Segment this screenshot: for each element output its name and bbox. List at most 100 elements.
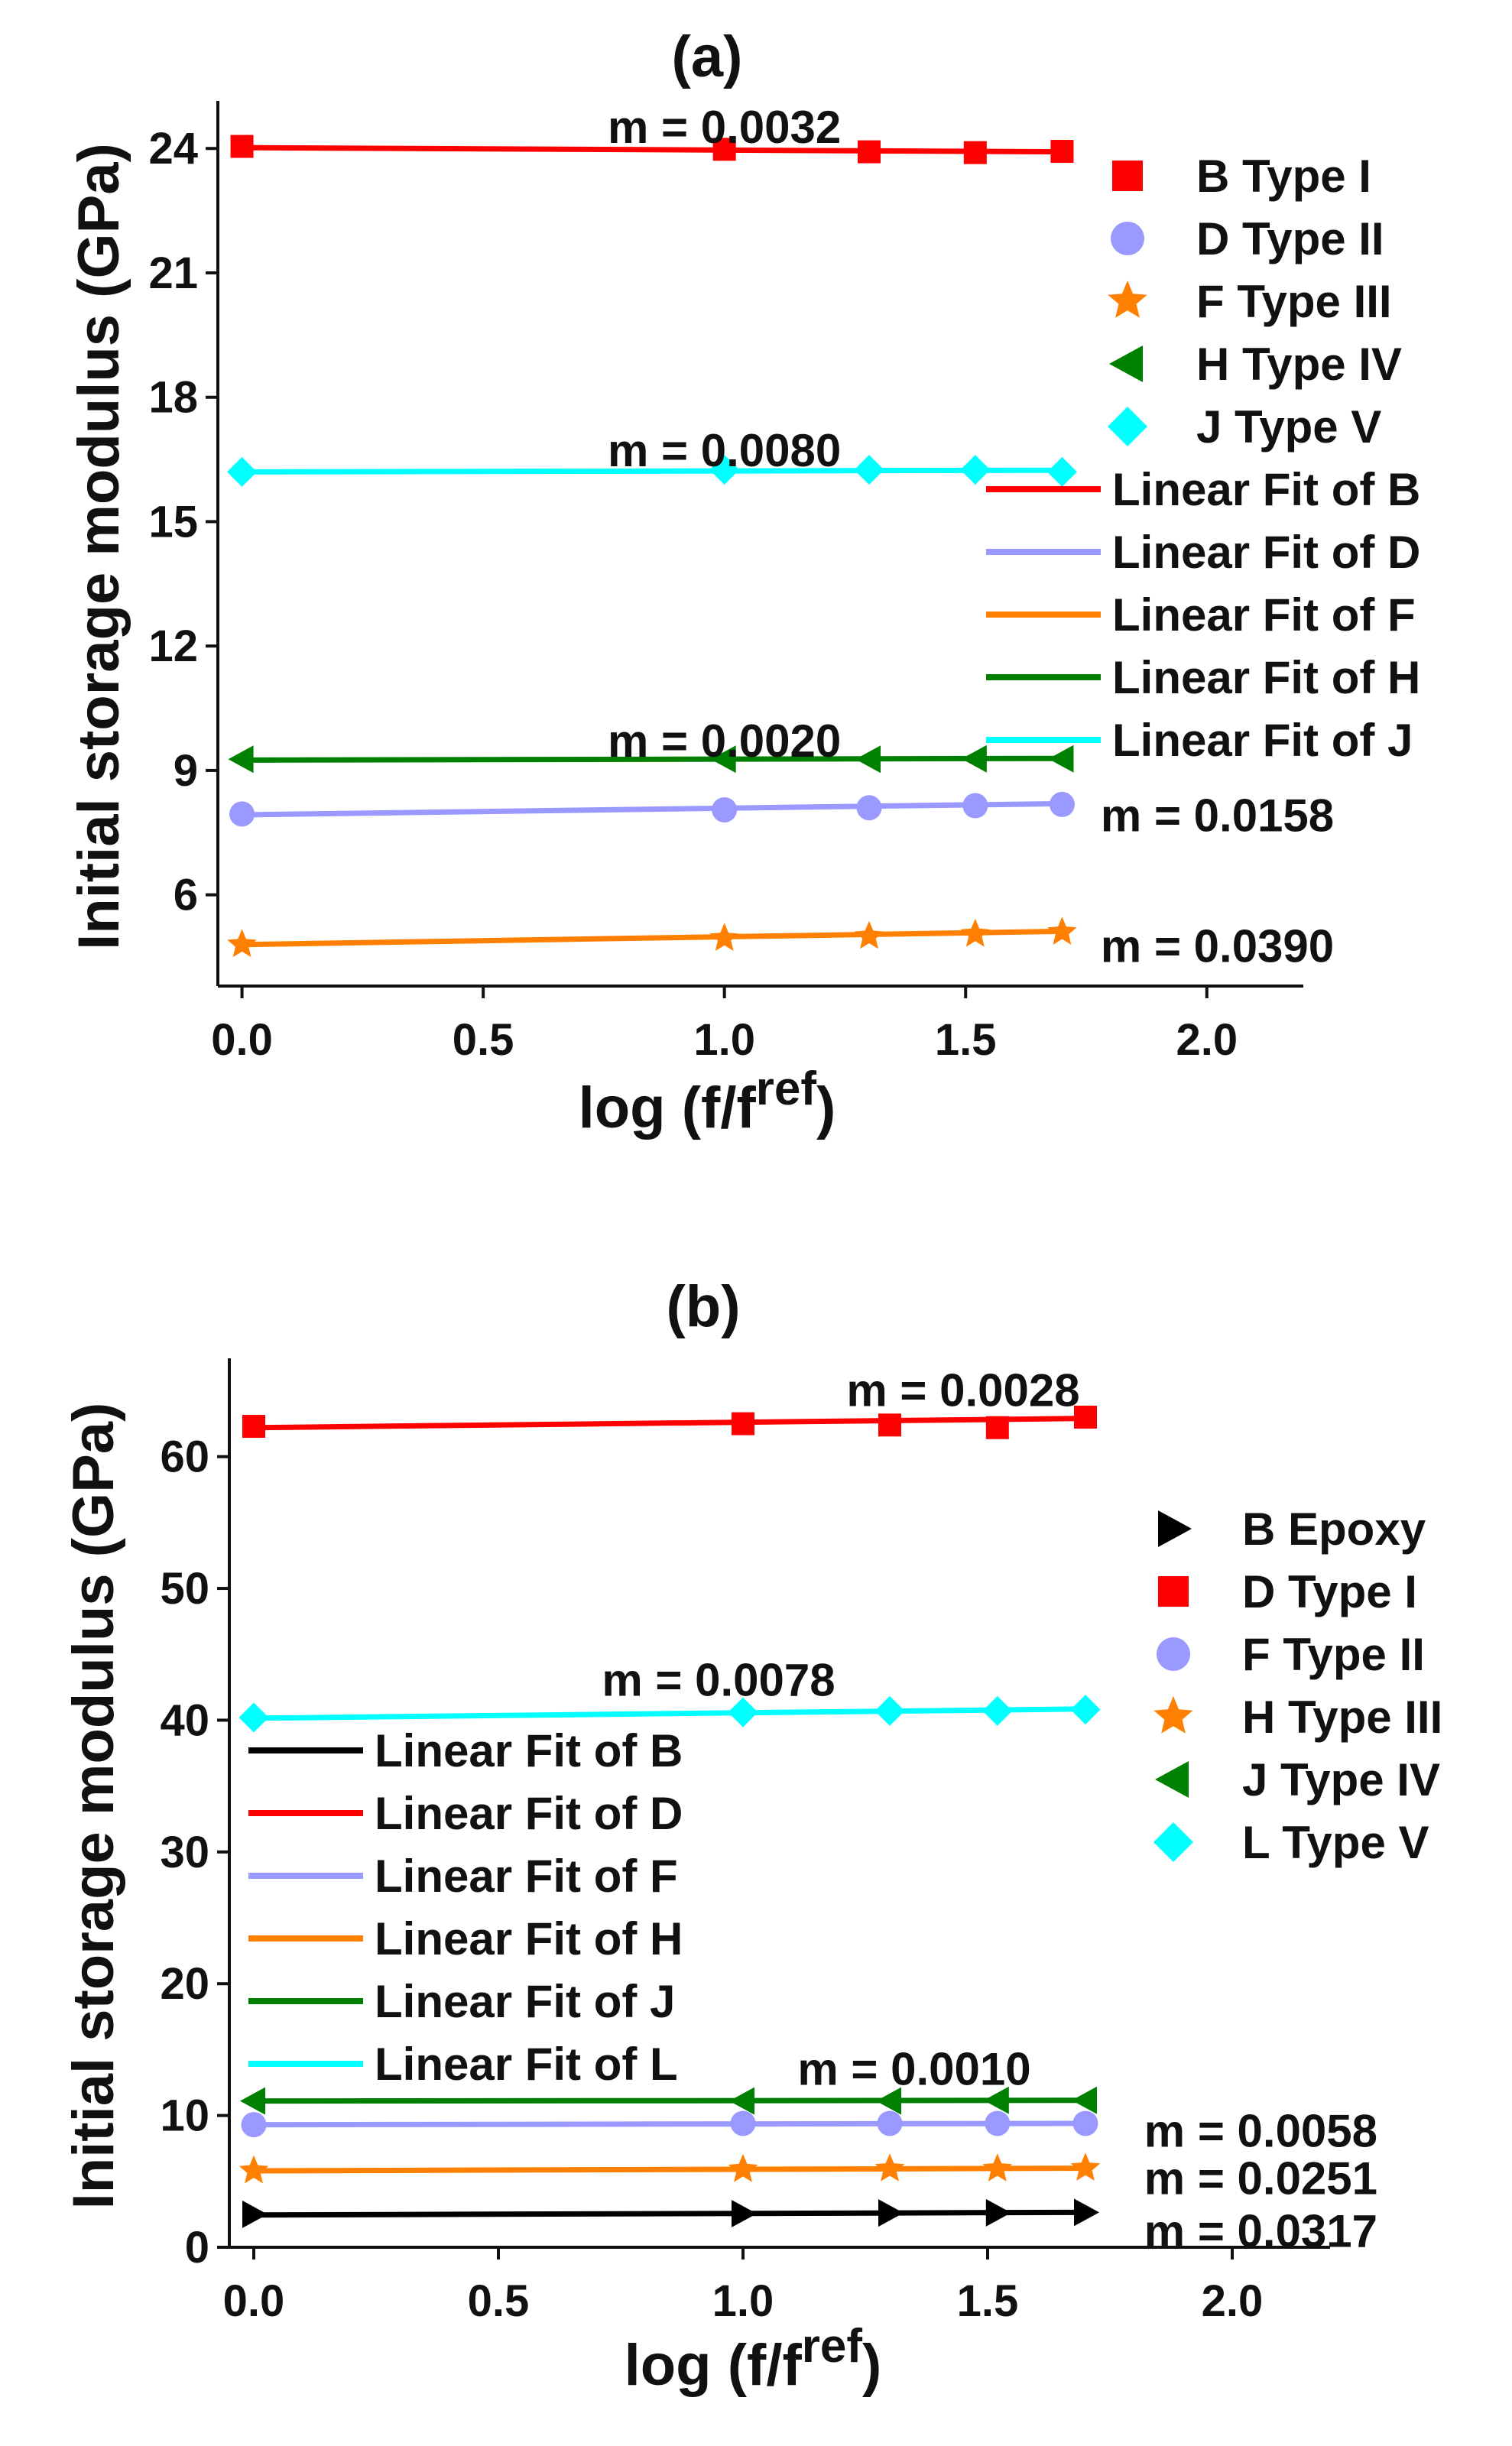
x-tick-label: 0.0 (211, 1015, 273, 1065)
legend-marker (1108, 281, 1147, 318)
fit-legend-label: Linear Fit of D (375, 1788, 683, 1839)
data-point (242, 2200, 268, 2228)
data-point (854, 455, 884, 485)
data-point (732, 2200, 757, 2228)
data-point (963, 141, 987, 164)
data-point (982, 1695, 1013, 1726)
fit-line-2 (253, 2120, 1086, 2128)
slope-annotation: m = 0.0058 (1144, 2105, 1377, 2156)
fit-legend-label: Linear Fit of F (375, 1851, 678, 1902)
legend-marker (1108, 407, 1147, 446)
fit-legend-label: Linear Fit of D (1112, 527, 1420, 578)
data-point (854, 920, 884, 949)
legend-label: D Type I (1242, 1566, 1417, 1617)
panel-label: (b) (666, 1274, 740, 1339)
data-point (960, 918, 991, 947)
legend-marker (1153, 1822, 1193, 1862)
x-axis-title-end: ) (862, 2333, 881, 2398)
panel-b: 0 10 20 30 40 50 60 0.0 0.5 1.0 1.5 2.0 (b) Initial s… (61, 1274, 1442, 2398)
legend-label: J Type V (1196, 401, 1381, 453)
fit-line-0 (242, 144, 1063, 155)
data-point (1074, 1405, 1097, 1429)
y-tick-label: 24 (148, 124, 198, 174)
data-point (878, 2199, 904, 2227)
legend-label: D Type II (1196, 213, 1384, 264)
fit-line-1 (242, 800, 1063, 818)
fit-line-4 (242, 467, 1063, 475)
y-tick-label: 60 (160, 1432, 209, 1482)
data-point (729, 2087, 754, 2115)
fit-line-5 (253, 1706, 1086, 1721)
data-point (709, 455, 740, 485)
data-point (962, 793, 988, 819)
data-point (985, 1416, 1009, 1439)
y-tick-label: 6 (174, 871, 198, 920)
legend-label: J Type IV (1242, 1754, 1440, 1805)
y-tick-label: 20 (160, 1959, 209, 2009)
data-point (1047, 916, 1077, 945)
legend-marker (1153, 1696, 1193, 1734)
slope-annotation: m = 0.0390 (1101, 920, 1334, 972)
slope-annotation: m = 0.0317 (1144, 2205, 1377, 2256)
data-point (855, 745, 881, 774)
data-point (712, 796, 738, 822)
data-point (878, 1413, 901, 1437)
data-point (1072, 2086, 1097, 2114)
data-point (241, 2112, 267, 2138)
x-tick-label: 1.0 (693, 1015, 755, 1065)
legend-label: L Type V (1242, 1817, 1429, 1868)
panel-b-background (54, 1246, 1460, 2438)
data-point (876, 2087, 901, 2115)
panel-label: (a) (672, 24, 743, 89)
x-axis-title-sup: ref (802, 2320, 863, 2373)
y-tick-label: 12 (148, 621, 198, 671)
fit-legend-label: Linear Fit of J (1112, 715, 1413, 766)
y-axis-title: Initial storage modulus (GPa) (67, 143, 131, 950)
data-point (227, 456, 258, 487)
data-point (1072, 2110, 1098, 2136)
fit-line-0 (253, 2209, 1086, 2218)
legend-label: F Type II (1242, 1629, 1425, 1680)
data-point (874, 1695, 905, 1726)
legend-marker (1158, 1510, 1192, 1547)
x-tick-label: 1.5 (957, 2276, 1019, 2326)
legend-label: H Type III (1242, 1692, 1442, 1743)
data-point (856, 795, 882, 821)
legend-marker (1157, 1637, 1190, 1671)
data-point (961, 745, 987, 773)
data-point (710, 745, 736, 774)
data-point (877, 2110, 903, 2136)
x-tick-label: 0.0 (223, 2276, 285, 2326)
x-axis-title-sup: ref (756, 1062, 817, 1115)
fit-line-2 (242, 928, 1063, 948)
x-tick-label: 0.5 (468, 2276, 530, 2326)
legend-label: B Epoxy (1242, 1504, 1426, 1555)
data-point (242, 1415, 265, 1439)
fit-legend-label: Linear Fit of B (375, 1725, 683, 1776)
slope-annotation: m = 0.0251 (1144, 2152, 1377, 2204)
data-point (1070, 1695, 1101, 1725)
x-axis-title: log (f/fref) (625, 2320, 882, 2398)
data-point (229, 801, 255, 827)
y-tick-label: 9 (174, 746, 198, 796)
data-point (985, 2198, 1011, 2227)
data-point (1048, 745, 1074, 773)
legend-label: F Type III (1196, 276, 1392, 327)
data-point (728, 2154, 758, 2182)
fit-line-3 (242, 755, 1063, 763)
x-axis-title-main: log (f/f (625, 2333, 803, 2398)
legend-marker (1111, 222, 1144, 255)
fit-legend-label: Linear Fit of J (375, 1976, 675, 2027)
x-tick-label: 1.0 (712, 2276, 774, 2326)
slope-annotation: m = 0.0020 (608, 715, 841, 767)
data-point (240, 2087, 265, 2115)
data-point (1050, 140, 1074, 164)
slope-annotation: m = 0.0080 (608, 425, 841, 476)
slope-annotation: m = 0.0028 (846, 1364, 1079, 1416)
x-axis-title-main: log (f/f (579, 1075, 757, 1140)
x-tick-label: 0.5 (453, 1015, 514, 1065)
fit-line-1 (253, 1416, 1086, 1431)
y-tick-label: 18 (148, 373, 198, 423)
legend-marker (1155, 1761, 1189, 1798)
fit-legend-label: Linear Fit of H (1112, 652, 1420, 703)
